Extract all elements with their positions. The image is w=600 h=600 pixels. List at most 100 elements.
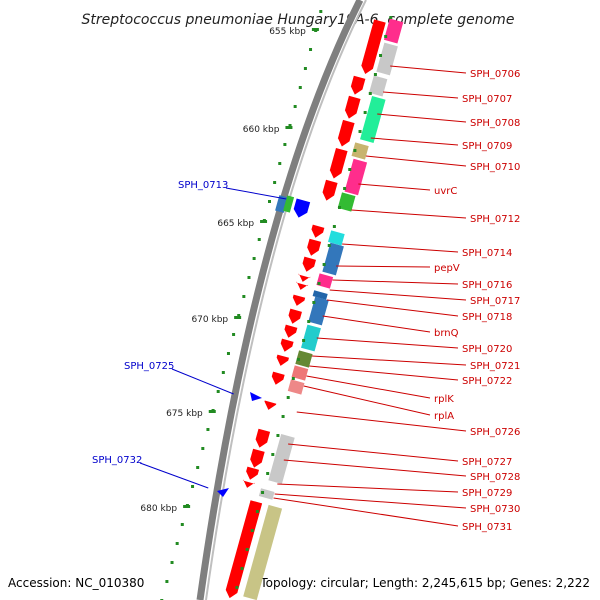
forward-gene-arrow [337, 119, 355, 147]
gene-annotation-block [291, 365, 309, 381]
forward-gene-arrow [307, 238, 322, 256]
scale-dot [268, 200, 271, 203]
scale-dot [191, 485, 195, 488]
label-leader-line [390, 65, 467, 74]
scale-tick [208, 410, 216, 413]
gene-label: brnQ [434, 328, 459, 339]
label-leader-line [306, 375, 431, 399]
scale-dot [273, 181, 277, 184]
scale-dot [338, 206, 341, 209]
scale-dot [298, 86, 302, 89]
gene-label: SPH_0722 [462, 376, 512, 387]
reverse-gene-arrow [293, 198, 311, 218]
scale-dot [257, 238, 261, 241]
gene-annotation-block [360, 95, 386, 144]
scale-dot [175, 542, 179, 545]
scale-dot [170, 561, 174, 564]
label-leader-line [273, 497, 459, 527]
forward-gene-arrow [302, 256, 316, 272]
scale-dot [332, 225, 336, 228]
label-leader-line [365, 155, 467, 167]
gene-label: SPH_0714 [462, 248, 512, 259]
scale-dot [281, 415, 285, 418]
label-leader-line [274, 493, 467, 509]
forward-gene-arrow [284, 324, 298, 338]
label-leader-line [283, 459, 467, 477]
scale-dot [291, 377, 295, 380]
scale-dot [250, 529, 254, 532]
backbone-outer-line [196, 0, 364, 600]
scale-dot [327, 244, 331, 247]
forward-gene-arrow [280, 338, 294, 352]
gene-annotation-block [337, 192, 356, 212]
scale-tick [234, 316, 242, 319]
genome-title: Streptococcus pneumoniae Hungary19A-6, c… [82, 12, 515, 28]
accession-text: Accession: NC_010380 [8, 576, 144, 590]
scale-dot [317, 282, 321, 285]
scale-dot [266, 472, 270, 475]
gene-features [217, 18, 404, 600]
gene-annotation-block [312, 290, 328, 300]
scale-dot [276, 434, 280, 437]
reverse-gene-block [283, 195, 295, 213]
scale-dots: 655 kbp 660 kbp 665 kbp 670 kbp 675 kbp 680 k… [140, 10, 393, 600]
scale-tick-label: 680 kbp [140, 504, 177, 514]
gene-label: SPH_0721 [470, 361, 520, 372]
label-leader-line [288, 443, 459, 462]
scale-dot [242, 295, 246, 298]
forward-gene-arrow [255, 428, 271, 448]
scale-dot [348, 168, 352, 171]
scale-dot [293, 105, 297, 108]
scale-dot [201, 447, 205, 450]
gene-label: SPH_0709 [462, 141, 512, 152]
backbone-inner-line [205, 0, 367, 600]
label-leader-line [383, 91, 459, 99]
scale-dot [363, 111, 367, 114]
scale-dot [389, 16, 393, 19]
scale-dot [252, 257, 256, 260]
scale-dot [216, 390, 220, 393]
gene-label: SPH_0716 [462, 280, 512, 291]
forward-gene-arrow [350, 75, 366, 95]
reverse-gene-arrow [250, 392, 262, 401]
gene-annotation-block [316, 273, 334, 289]
label-leader-line [336, 265, 431, 268]
label-leader-line [370, 137, 459, 146]
label-leader-line [351, 209, 467, 219]
scale-dot [368, 92, 372, 95]
scale-tick-label: 660 kbp [243, 125, 280, 135]
gene-annotation-block [295, 350, 313, 368]
genome-backbone [196, 0, 367, 600]
scale-dot [309, 48, 313, 51]
scale-dot [165, 580, 169, 583]
scale-dot [353, 149, 357, 152]
scale-dot [245, 548, 249, 551]
scale-tick-label: 675 kbp [166, 409, 203, 419]
scale-dot [283, 143, 287, 146]
gene-label: SPH_0717 [470, 296, 520, 307]
gene-label: SPH_0708 [470, 118, 520, 129]
gene-label: uvrC [434, 186, 457, 197]
scale-dot [261, 491, 265, 494]
scale-dot [296, 358, 300, 361]
scale-tick-label: 655 kbp [269, 27, 306, 37]
gene-annotation-block [308, 296, 329, 326]
gene-labels: SPH_0706 SPH_0707 SPH_0708 SPH_0709 SPH_0710… [92, 69, 520, 533]
gene-annotation-block [301, 324, 321, 352]
scale-dot [358, 130, 362, 133]
scale-dot [247, 276, 251, 279]
gene-label: SPH_0710 [470, 162, 520, 173]
gene-annotation-block [268, 434, 295, 484]
gene-label: SPH_0725 [124, 361, 174, 372]
gene-annotation-block [287, 379, 305, 395]
reverse-gene-arrow [217, 488, 229, 497]
label-leader-line [309, 365, 459, 381]
label-leader-line [225, 187, 287, 200]
label-leader-line [342, 243, 459, 253]
gene-label: SPH_0728 [470, 472, 520, 483]
scale-dot [322, 263, 326, 266]
scale-dot [303, 67, 307, 70]
gene-label: SPH_0731 [462, 522, 512, 533]
scale-dot [237, 314, 241, 317]
scale-tick [183, 505, 191, 508]
